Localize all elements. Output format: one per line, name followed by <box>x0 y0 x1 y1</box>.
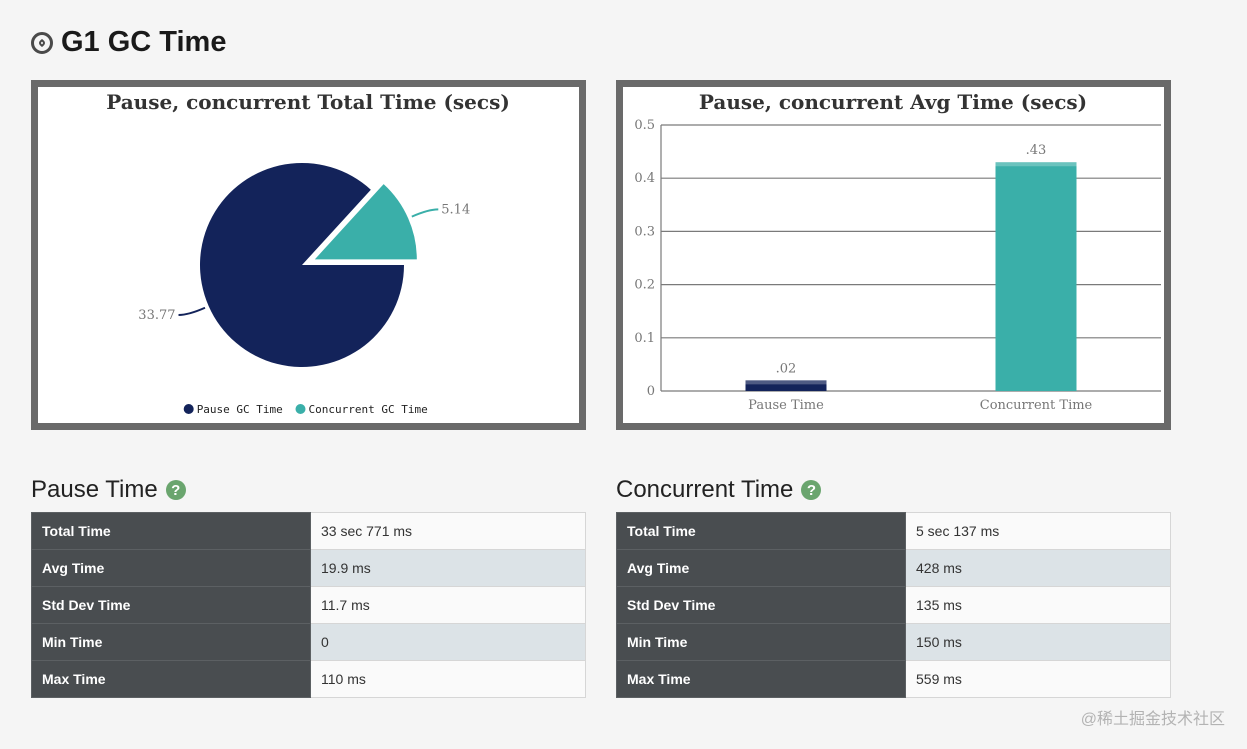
pie-chart: Pause, concurrent Total Time (secs) 5.14… <box>106 90 510 416</box>
row-value: 0 <box>310 623 586 661</box>
bar-pause[interactable] <box>745 380 827 391</box>
row-value: 135 ms <box>905 586 1171 624</box>
bar-value-label: .43 <box>1026 143 1047 158</box>
row-value: 19.9 ms <box>310 549 586 587</box>
bar-chart-panel: Pause, concurrent Avg Time (secs) 0 0.1 0.… <box>616 80 1171 430</box>
pause-time-table: Total Time 33 sec 771 ms Avg Time 19.9 ms St… <box>31 512 586 698</box>
table-row: Total Time 33 sec 771 ms <box>31 512 586 550</box>
row-label: Total Time <box>31 512 311 550</box>
pie-data-label: 33.77 <box>138 308 175 323</box>
row-label: Avg Time <box>616 549 906 587</box>
table-row: Total Time 5 sec 137 ms <box>616 512 1171 550</box>
y-tick-label: 0 <box>647 384 655 399</box>
pie-slice-concurrent[interactable] <box>314 184 417 260</box>
compass-icon <box>31 31 53 54</box>
bar-highlight <box>745 380 827 385</box>
row-label: Max Time <box>31 660 311 698</box>
row-value: 5 sec 137 ms <box>905 512 1171 550</box>
help-icon[interactable]: ? <box>165 480 186 500</box>
pause-time-title: Pause Time <box>31 476 158 503</box>
pie-leader-line <box>178 306 206 316</box>
x-tick-label: Pause Time <box>748 398 824 413</box>
legend-marker <box>183 404 194 414</box>
table-row: Avg Time 19.9 ms <box>31 549 586 587</box>
y-tick-label: 0.3 <box>634 224 655 239</box>
bar-value-label: .02 <box>776 361 797 376</box>
legend-entry[interactable]: Concurrent GC Time <box>309 403 428 416</box>
row-label: Min Time <box>616 623 906 661</box>
row-label: Std Dev Time <box>616 586 906 624</box>
help-icon[interactable]: ? <box>801 480 822 500</box>
x-tick-label: Concurrent Time <box>980 398 1093 413</box>
pause-time-heading: Pause Time ? <box>31 476 186 504</box>
table-row: Avg Time 428 ms <box>616 549 1171 587</box>
row-label: Max Time <box>616 660 906 698</box>
row-value: 428 ms <box>905 549 1171 587</box>
legend-entry[interactable]: Pause GC Time <box>197 403 283 416</box>
row-value: 110 ms <box>310 660 586 698</box>
row-value: 33 sec 771 ms <box>310 512 586 550</box>
y-tick-label: 0.4 <box>634 171 655 186</box>
bar-chart-title: Pause, concurrent Avg Time (secs) <box>699 90 1087 114</box>
row-label: Min Time <box>31 623 311 661</box>
pie-slice-pause[interactable] <box>200 163 404 367</box>
table-row: Std Dev Time 11.7 ms <box>31 586 586 624</box>
bar-concurrent[interactable] <box>995 162 1077 391</box>
legend-marker <box>295 404 306 414</box>
bar-chart: Pause, concurrent Avg Time (secs) 0 0.1 0.… <box>634 90 1161 413</box>
table-row: Std Dev Time 135 ms <box>616 586 1171 624</box>
table-row: Max Time 559 ms <box>616 660 1171 698</box>
table-row: Min Time 150 ms <box>616 623 1171 661</box>
page-header: G1 GC Time <box>31 26 226 59</box>
row-label: Avg Time <box>31 549 311 587</box>
y-tick-label: 0.1 <box>634 331 655 346</box>
bar-highlight <box>995 162 1077 167</box>
concurrent-time-table: Total Time 5 sec 137 ms Avg Time 428 ms Std … <box>616 512 1171 698</box>
pie-data-label: 5.14 <box>441 202 470 217</box>
concurrent-time-title: Concurrent Time <box>616 476 794 503</box>
row-label: Total Time <box>616 512 906 550</box>
y-tick-label: 0.2 <box>634 278 655 293</box>
table-row: Max Time 110 ms <box>31 660 586 698</box>
pie-leader-line <box>411 208 439 218</box>
table-row: Min Time 0 <box>31 623 586 661</box>
watermark: @稀土掘金技术社区 <box>1080 711 1225 728</box>
pie-chart-panel: Pause, concurrent Total Time (secs) 5.14… <box>31 80 586 430</box>
row-value: 150 ms <box>905 623 1171 661</box>
row-value: 11.7 ms <box>310 586 586 624</box>
y-tick-label: 0.5 <box>634 118 655 133</box>
page-title: G1 GC Time <box>61 26 227 58</box>
row-value: 559 ms <box>905 660 1171 698</box>
concurrent-time-heading: Concurrent Time ? <box>616 476 822 504</box>
pie-chart-title: Pause, concurrent Total Time (secs) <box>106 90 510 114</box>
row-label: Std Dev Time <box>31 586 311 624</box>
